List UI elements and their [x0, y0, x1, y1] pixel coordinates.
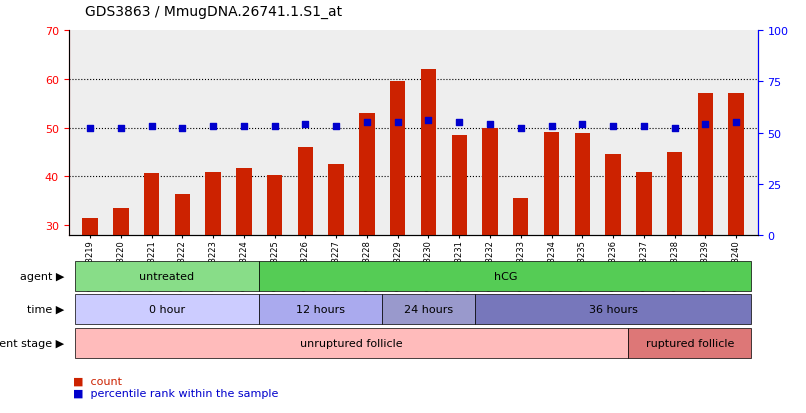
Bar [421, 70, 436, 372]
Point [114, 126, 127, 133]
Point [699, 122, 712, 128]
Text: agent ▶: agent ▶ [20, 271, 64, 281]
Bar [451, 135, 467, 372]
Point [299, 122, 312, 128]
Bar [329, 165, 344, 372]
Bar [729, 94, 744, 372]
Text: hCG: hCG [493, 271, 517, 281]
Bar [575, 133, 590, 372]
Bar [297, 148, 313, 372]
Point [330, 124, 343, 131]
Text: 36 hours: 36 hours [588, 304, 638, 314]
Bar [482, 128, 497, 372]
Bar [544, 132, 559, 372]
Bar [175, 194, 190, 372]
Point [422, 118, 435, 124]
Bar [605, 155, 621, 372]
Point [607, 124, 620, 131]
Text: 12 hours: 12 hours [297, 304, 345, 314]
Bar [206, 172, 221, 372]
Text: time ▶: time ▶ [27, 304, 64, 314]
Point [638, 124, 650, 131]
Text: ruptured follicle: ruptured follicle [646, 338, 734, 348]
Point [514, 126, 527, 133]
Point [145, 124, 158, 131]
Text: ■  count: ■ count [73, 376, 122, 386]
Text: development stage ▶: development stage ▶ [0, 338, 64, 348]
Bar [698, 94, 713, 372]
Text: unruptured follicle: unruptured follicle [300, 338, 403, 348]
Bar [82, 218, 98, 372]
Text: GDS3863 / MmugDNA.26741.1.S1_at: GDS3863 / MmugDNA.26741.1.S1_at [85, 5, 342, 19]
Bar [667, 153, 682, 372]
Point [238, 124, 251, 131]
Point [668, 126, 681, 133]
Bar [390, 82, 405, 372]
Bar [359, 114, 375, 372]
Bar [236, 168, 251, 372]
Text: 0 hour: 0 hour [149, 304, 185, 314]
Point [545, 124, 558, 131]
Point [484, 122, 496, 128]
Bar [144, 173, 160, 372]
Point [84, 126, 97, 133]
Point [176, 126, 189, 133]
Bar [513, 199, 529, 372]
Point [391, 120, 404, 126]
Point [268, 124, 281, 131]
Bar [113, 209, 128, 372]
Point [575, 122, 588, 128]
Point [453, 120, 466, 126]
Text: untreated: untreated [139, 271, 194, 281]
Bar [267, 176, 282, 372]
Point [729, 120, 742, 126]
Bar [636, 172, 651, 372]
Point [360, 120, 373, 126]
Point [206, 124, 219, 131]
Text: ■  percentile rank within the sample: ■ percentile rank within the sample [73, 388, 278, 398]
Text: 24 hours: 24 hours [404, 304, 453, 314]
